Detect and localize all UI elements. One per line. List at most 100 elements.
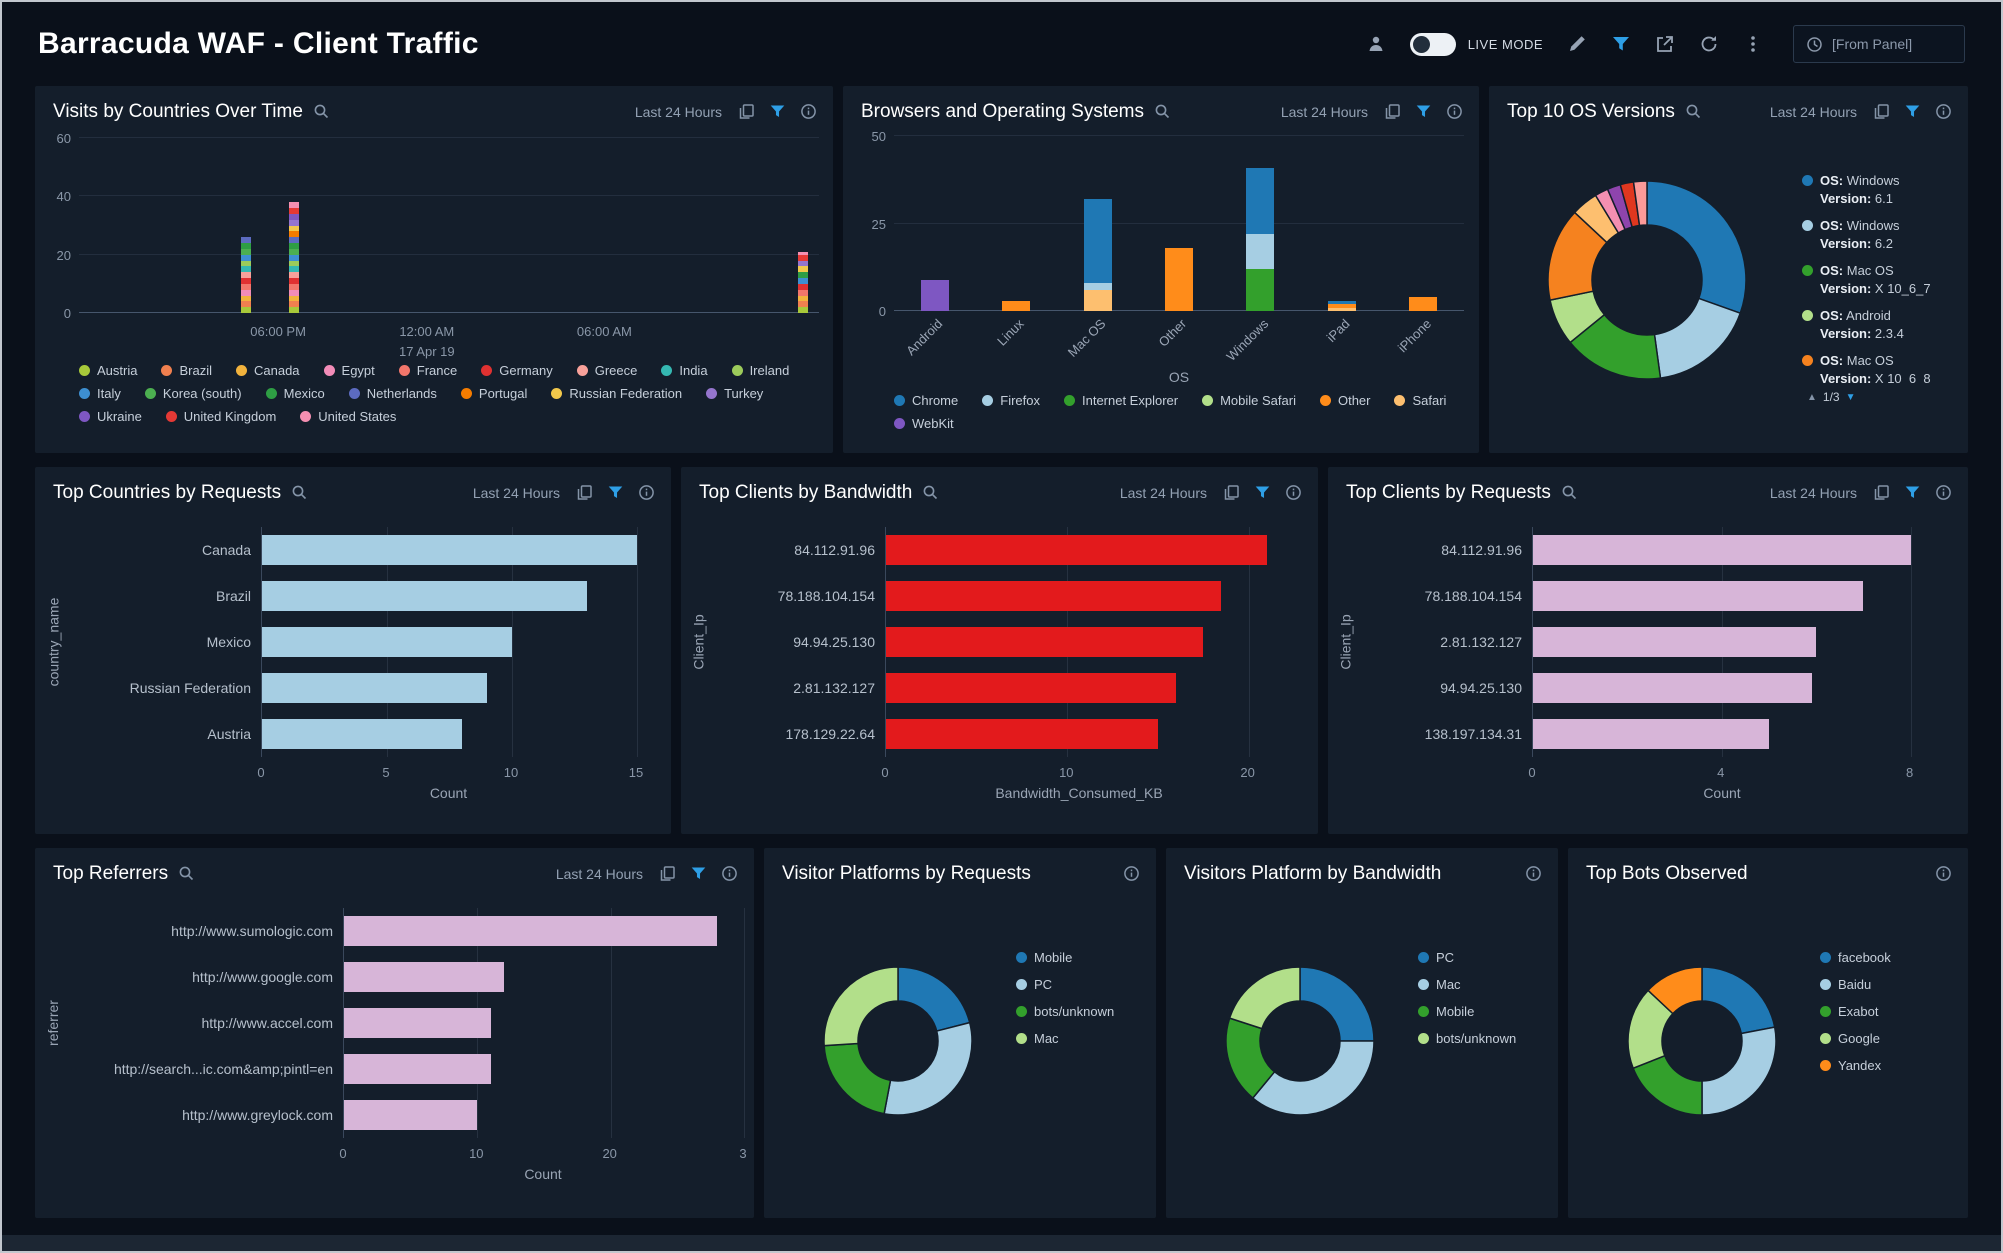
share-icon[interactable] <box>1655 34 1675 54</box>
bar-segment[interactable] <box>288 307 299 313</box>
copy-icon[interactable] <box>659 865 676 882</box>
bar-segment[interactable] <box>240 289 251 296</box>
legend-item[interactable]: OS: Mac OS Version: X 10_6_7 <box>1802 262 1968 298</box>
bar[interactable] <box>886 581 1222 611</box>
copy-icon[interactable] <box>1873 484 1890 501</box>
legend-item[interactable]: Greece <box>576 363 637 378</box>
bar[interactable] <box>1533 673 1812 703</box>
info-icon[interactable] <box>638 484 655 501</box>
legend-item[interactable]: France <box>398 363 457 378</box>
legend-item[interactable]: Turkey <box>706 386 763 401</box>
legend-item[interactable]: Ukraine <box>79 409 142 424</box>
bar-segment[interactable] <box>240 283 251 290</box>
bar-segment[interactable] <box>240 301 251 308</box>
bar-segment[interactable] <box>288 254 299 261</box>
info-icon[interactable] <box>1935 484 1952 501</box>
bar[interactable] <box>1533 627 1817 657</box>
bar[interactable] <box>886 535 1267 565</box>
bar-segment[interactable] <box>1409 297 1438 311</box>
bar-segment[interactable] <box>797 301 808 308</box>
legend-item[interactable]: bots/unknown <box>1418 1025 1516 1052</box>
legend-item[interactable]: WebKit <box>894 416 954 431</box>
bar[interactable] <box>344 1008 491 1038</box>
filter-icon[interactable] <box>1415 103 1432 120</box>
bar-segment[interactable] <box>288 266 299 273</box>
legend-pager[interactable]: ▲ 1/3 ▼ <box>1807 390 1856 404</box>
bar-segment[interactable] <box>797 260 808 267</box>
legend-item[interactable]: Mac <box>1016 1025 1114 1052</box>
legend-item[interactable]: Germany <box>481 363 553 378</box>
copy-icon[interactable] <box>1223 484 1240 501</box>
bar-segment[interactable] <box>240 260 251 267</box>
zoom-icon[interactable] <box>313 103 330 120</box>
legend-item[interactable]: OS: Android Version: 2.3.4 <box>1802 307 1968 343</box>
donut-slice[interactable] <box>1299 966 1375 1042</box>
bar-segment[interactable] <box>797 251 808 255</box>
filter-icon[interactable] <box>1904 484 1921 501</box>
bar-segment[interactable] <box>797 254 808 261</box>
legend-item[interactable]: Mac <box>1418 971 1516 998</box>
bar-segment[interactable] <box>288 260 299 267</box>
time-range-input[interactable]: [From Panel] <box>1793 25 1965 63</box>
bar-segment[interactable] <box>288 283 299 290</box>
bar-segment[interactable] <box>288 278 299 284</box>
info-icon[interactable] <box>1935 103 1952 120</box>
bar[interactable] <box>344 1054 491 1084</box>
bar-segment[interactable] <box>288 289 299 296</box>
edit-pencil-icon[interactable] <box>1567 34 1587 54</box>
legend-item[interactable]: bots/unknown <box>1016 998 1114 1025</box>
bar[interactable] <box>262 581 587 611</box>
legend-item[interactable]: Internet Explorer <box>1063 393 1178 408</box>
filter-icon[interactable] <box>607 484 624 501</box>
zoom-icon[interactable] <box>1154 103 1171 120</box>
legend-item[interactable]: Russian Federation <box>551 386 682 401</box>
bar-segment[interactable] <box>797 307 808 313</box>
bar-segment[interactable] <box>288 243 299 249</box>
bar-segment[interactable] <box>288 219 299 226</box>
bar-segment[interactable] <box>1246 234 1275 269</box>
bar-segment[interactable] <box>288 208 299 214</box>
legend-item[interactable]: PC <box>1418 944 1516 971</box>
kebab-menu-icon[interactable] <box>1743 34 1763 54</box>
bar[interactable] <box>886 719 1158 749</box>
bar-segment[interactable] <box>240 248 251 255</box>
donut-slice[interactable] <box>823 1042 892 1115</box>
legend-item[interactable]: OS: Windows Version: 6.1 <box>1802 172 1968 208</box>
legend-item[interactable]: Firefox <box>982 393 1040 408</box>
bar[interactable] <box>344 1100 478 1130</box>
copy-icon[interactable] <box>738 103 755 120</box>
bar-segment[interactable] <box>240 237 251 243</box>
bar-segment[interactable] <box>288 301 299 308</box>
bar[interactable] <box>886 627 1204 657</box>
bar-segment[interactable] <box>1246 269 1275 311</box>
bar[interactable] <box>886 673 1177 703</box>
legend-item[interactable]: Egypt <box>323 363 375 378</box>
time-range-label[interactable]: Last 24 Hours <box>1119 484 1207 501</box>
time-range-label[interactable]: Last 24 Hours <box>1280 103 1368 120</box>
legend-item[interactable]: Mobile Safari <box>1202 393 1296 408</box>
bar-segment[interactable] <box>797 283 808 290</box>
legend-item[interactable]: Exabot <box>1820 998 1891 1025</box>
user-icon[interactable] <box>1366 34 1386 54</box>
horizontal-scrollbar[interactable] <box>2 1235 2001 1251</box>
legend-item[interactable]: Canada <box>235 363 300 378</box>
bar-segment[interactable] <box>288 231 299 238</box>
legend-item[interactable]: PC <box>1016 971 1114 998</box>
legend-item[interactable]: Mexico <box>265 386 325 401</box>
bar[interactable] <box>344 962 504 992</box>
info-icon[interactable] <box>1123 865 1140 882</box>
donut-slice[interactable] <box>1251 1040 1375 1116</box>
zoom-icon[interactable] <box>178 865 195 882</box>
bar[interactable] <box>344 916 718 946</box>
bar-segment[interactable] <box>1327 304 1356 308</box>
bar-segment[interactable] <box>1083 283 1112 290</box>
bar-segment[interactable] <box>240 295 251 302</box>
bar-segment[interactable] <box>288 272 299 278</box>
bar-segment[interactable] <box>240 278 251 284</box>
bar-segment[interactable] <box>288 295 299 302</box>
live-mode-toggle[interactable] <box>1409 32 1456 56</box>
donut-slice[interactable] <box>1701 1026 1777 1116</box>
legend-item[interactable]: Austria <box>79 363 137 378</box>
legend-item[interactable]: OS: Mac OS Version: X 10_6_8 <box>1802 352 1968 384</box>
legend-item[interactable]: Mobile <box>1016 944 1114 971</box>
